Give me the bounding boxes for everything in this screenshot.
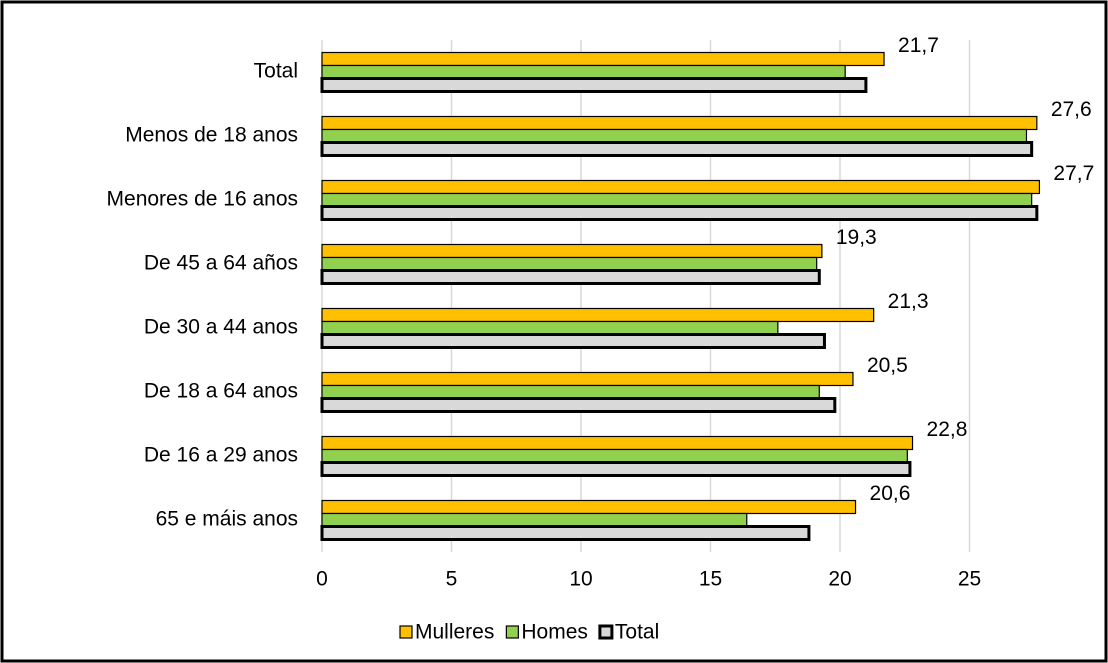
bar — [321, 435, 914, 451]
legend-swatch — [399, 625, 413, 639]
legend-swatch — [505, 625, 519, 639]
bar — [320, 205, 1039, 221]
bar — [321, 64, 846, 80]
bar — [320, 333, 826, 349]
x-tick-label: 25 — [958, 568, 981, 591]
legend-label: Homes — [521, 621, 588, 644]
data-label: 22,8 — [927, 418, 968, 441]
data-label: 21,3 — [888, 290, 929, 313]
bar — [321, 320, 779, 336]
x-tick-label: 20 — [828, 568, 851, 591]
bar — [321, 51, 885, 67]
x-tick-label: 15 — [699, 568, 722, 591]
legend-label: Mulleres — [415, 621, 494, 644]
data-label: 19,3 — [836, 226, 877, 249]
data-label: 21,7 — [898, 34, 939, 57]
bar — [320, 141, 1034, 157]
bar — [320, 525, 811, 541]
bar — [321, 128, 1028, 144]
bar — [320, 269, 821, 285]
bar — [321, 179, 1041, 195]
bar — [321, 115, 1038, 131]
bar — [321, 243, 823, 259]
bar — [321, 384, 820, 400]
y-tick-label: De 16 a 29 anos — [144, 444, 298, 467]
x-tick-label: 0 — [316, 568, 328, 591]
data-label: 20,5 — [867, 354, 908, 377]
legend-swatch — [598, 624, 614, 640]
bar — [321, 256, 818, 272]
y-tick-label: De 18 a 64 anos — [144, 380, 298, 403]
y-tick-label: Menos de 18 anos — [125, 124, 298, 147]
bar — [321, 512, 748, 528]
y-tick-label: De 30 a 44 anos — [144, 316, 298, 339]
x-tick-label: 5 — [446, 568, 458, 591]
bar — [320, 77, 868, 93]
y-tick-label: De 45 a 64 años — [144, 252, 298, 275]
y-tick-label: Total — [254, 60, 298, 83]
data-label: 27,6 — [1051, 98, 1092, 121]
y-tick-label: 65 e máis anos — [156, 508, 298, 531]
bar — [321, 307, 875, 323]
y-tick-label: Menores de 16 anos — [107, 188, 298, 211]
bar — [321, 192, 1033, 208]
bar — [320, 461, 912, 477]
data-label: 27,7 — [1053, 162, 1094, 185]
data-label: 20,6 — [870, 482, 911, 505]
bar — [321, 448, 908, 464]
bar — [320, 397, 837, 413]
x-tick-label: 10 — [569, 568, 592, 591]
bar — [321, 371, 854, 387]
legend-label: Total — [615, 621, 659, 644]
bar — [321, 499, 857, 515]
